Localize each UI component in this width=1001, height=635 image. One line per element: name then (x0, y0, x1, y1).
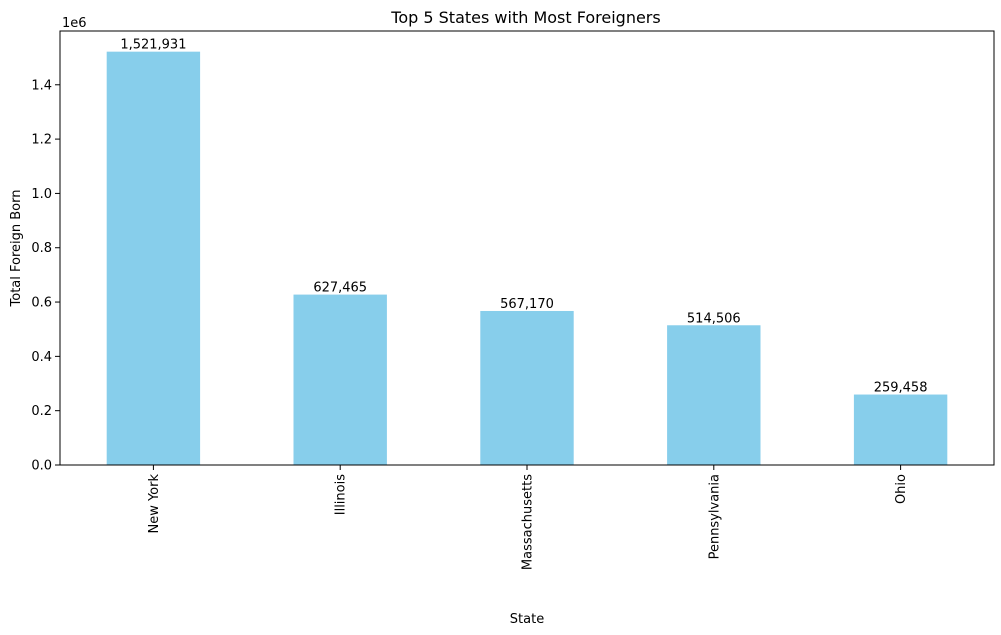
data-labels: 1,521,931 627,465 567,170 514,506 259,458 (120, 38, 927, 396)
y-tick-label: 1.0 (31, 187, 52, 202)
x-tick-label: Illinois (334, 474, 349, 515)
x-tick-label: Ohio (894, 474, 909, 504)
bars-group (106, 51, 948, 466)
y-tick-label: 0.4 (31, 350, 52, 365)
x-tick-label: New York (147, 474, 162, 534)
y-tick-labels: 0.0 0.2 0.4 0.6 0.8 1.0 1.2 1.4 (31, 78, 60, 474)
data-label: 567,170 (500, 297, 554, 312)
y-tick-label: 0.6 (31, 296, 52, 311)
y-tick-label: 0.2 (31, 404, 52, 419)
bar (667, 325, 761, 465)
chart-title: Top 5 States with Most Foreigners (390, 8, 660, 27)
y-axis-offset-text: 1e6 (62, 16, 87, 31)
y-tick-label: 1.4 (31, 78, 52, 93)
bar (106, 51, 201, 466)
data-label: 259,458 (874, 381, 928, 396)
x-tick-labels: New York Illinois Massachusetts Pennsylvani… (147, 465, 909, 570)
data-label: 627,465 (313, 281, 367, 296)
y-tick-label: 0.8 (31, 241, 52, 256)
y-tick-label: 0.0 (31, 459, 52, 474)
data-label: 514,506 (687, 311, 741, 326)
y-tick-label: 1.2 (31, 133, 52, 148)
bar (293, 294, 387, 465)
plot-frame (59, 30, 995, 466)
bar (480, 310, 574, 465)
x-tick-label: Massachusetts (521, 474, 536, 570)
y-axis-label: Total Foreign Born (9, 190, 24, 308)
x-tick-label: Pennsylvania (707, 474, 722, 559)
x-axis-label: State (510, 612, 544, 627)
bar (853, 394, 948, 465)
data-label: 1,521,931 (120, 38, 186, 53)
